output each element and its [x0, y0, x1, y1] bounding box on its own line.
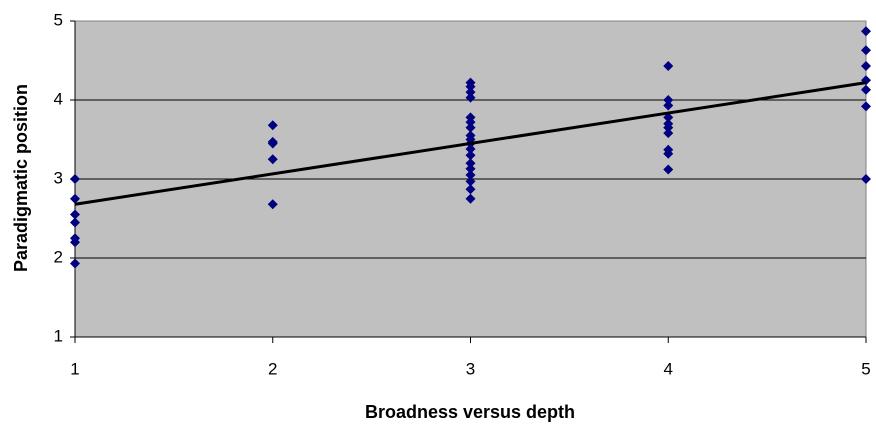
- x-tick-label: 1: [70, 359, 79, 378]
- y-tick-label: 3: [54, 168, 63, 187]
- point: [663, 61, 674, 72]
- point: [663, 148, 674, 159]
- point: [861, 61, 871, 72]
- point: [465, 170, 476, 181]
- point: [267, 199, 278, 210]
- x-axis-label: Broadness versus depth: [365, 402, 575, 422]
- point: [465, 81, 476, 92]
- point: [861, 45, 871, 56]
- x-tick-label: 2: [268, 359, 277, 378]
- point: [861, 101, 871, 112]
- point: [465, 122, 476, 133]
- point: [861, 174, 871, 184]
- y-tick-label: 5: [54, 10, 63, 29]
- point: [267, 154, 278, 165]
- point: [465, 184, 476, 195]
- y-tick-label: 2: [54, 247, 63, 266]
- point: [861, 26, 871, 37]
- x-tick-label: 5: [861, 359, 870, 378]
- point: [663, 122, 674, 133]
- point: [465, 193, 476, 204]
- point: [267, 138, 278, 149]
- trend-line: [74, 81, 867, 206]
- point: [70, 217, 80, 228]
- point: [70, 193, 80, 204]
- y-axis-label: Paradigmatic position: [11, 84, 31, 272]
- point: [465, 163, 476, 174]
- point: [70, 237, 80, 248]
- y-tick-label: 4: [54, 89, 63, 108]
- x-tick-label: 4: [664, 359, 673, 378]
- point: [465, 150, 476, 161]
- point: [465, 117, 476, 128]
- point: [465, 87, 476, 98]
- point: [70, 174, 80, 184]
- point: [663, 128, 674, 139]
- point: [465, 92, 476, 103]
- y-tick-label: 1: [54, 326, 63, 345]
- point: [465, 176, 476, 187]
- x-tick-label: 3: [466, 359, 475, 378]
- point: [663, 164, 674, 175]
- point: [663, 100, 674, 111]
- point: [861, 84, 871, 95]
- point: [267, 120, 278, 131]
- point: [70, 258, 80, 269]
- point: [465, 143, 476, 154]
- point: [663, 95, 674, 105]
- point: [465, 158, 476, 169]
- point: [70, 209, 80, 220]
